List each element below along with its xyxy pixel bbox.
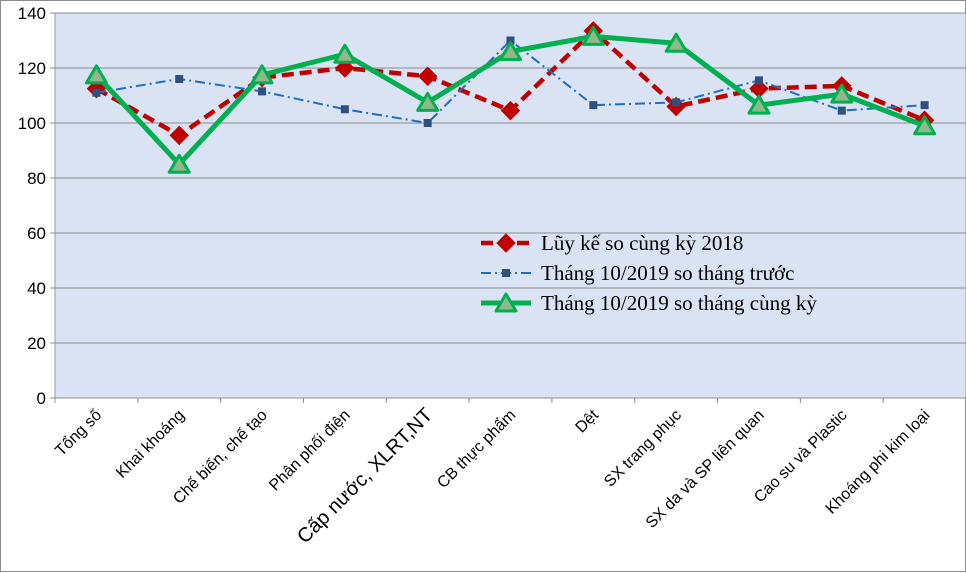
- legend-label-series-2: Tháng 10/2019 so tháng trước: [541, 261, 794, 285]
- series-2-point: [506, 36, 515, 45]
- gridlines: [55, 12, 966, 344]
- x-tick-label: CB thực phẩm: [434, 406, 520, 492]
- x-tick-label: Khai khoáng: [113, 407, 188, 482]
- plot-area: [54, 12, 966, 399]
- series-3-point: [664, 32, 688, 53]
- series-3-point: [499, 41, 522, 61]
- series-group: [84, 21, 937, 174]
- series-3-point: [333, 43, 357, 64]
- series-2-point: [258, 87, 267, 96]
- series-2-point: [423, 119, 432, 127]
- series-3-point: [167, 153, 191, 174]
- x-tick-label: Phân phối điện: [266, 407, 354, 495]
- series-3-point: [913, 115, 937, 136]
- legend-marker-series-3: [494, 292, 518, 313]
- legend-label-series-3: Tháng 10/2019 so tháng cùng kỳ: [541, 291, 817, 315]
- series-3-point: [581, 25, 605, 46]
- legend-label-series-1: Lũy kế so cùng kỳ 2018: [541, 231, 743, 255]
- y-tick-label: 140: [18, 4, 46, 23]
- x-tick-label: Tổng số: [52, 406, 106, 460]
- y-tick-label: 20: [27, 334, 46, 353]
- legend: Lũy kế so cùng kỳ 2018 Tháng 10/2019 so …: [481, 231, 817, 315]
- series-3-point: [84, 64, 108, 85]
- series-2-point: [92, 88, 101, 97]
- x-tick-label: SX trang phục: [601, 407, 685, 491]
- series-1-point: [169, 125, 189, 146]
- series-2-point: [175, 75, 184, 83]
- legend-marker-series-1: [496, 233, 516, 253]
- series-3-point: [830, 83, 854, 104]
- series-3-point: [416, 91, 440, 112]
- series-1-point: [500, 100, 521, 121]
- series-2-point: [672, 98, 681, 107]
- y-tick-label: 80: [27, 169, 46, 188]
- y-tick-label: 60: [27, 224, 46, 243]
- series-2-point: [754, 76, 763, 85]
- y-axis: 0 20 40 60 80 100 120 140: [18, 4, 55, 408]
- series-2-point: [340, 105, 349, 114]
- x-tick-label: Cấp nước, XLRT,NT: [293, 404, 437, 548]
- series-1-point: [417, 66, 438, 86]
- y-tick-label: 100: [18, 114, 46, 133]
- y-tick-label: 0: [37, 389, 46, 408]
- legend-marker-series-2: [502, 269, 510, 277]
- y-tick-label: 40: [27, 279, 46, 298]
- series-3-point: [250, 64, 274, 85]
- series-2-point: [837, 106, 846, 115]
- x-tick-label: Chế biến, chế tạo: [170, 407, 271, 508]
- series-2-point: [589, 101, 598, 110]
- y-tick-label: 120: [18, 59, 46, 78]
- series-2-point: [920, 101, 929, 110]
- series-3-point: [747, 94, 771, 115]
- x-tick-label: Dệt: [573, 406, 603, 436]
